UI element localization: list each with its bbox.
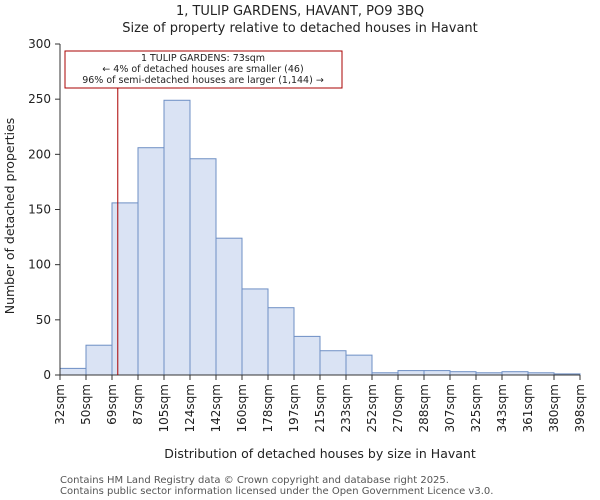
y-tick-label-100: 100 [28, 258, 51, 272]
y-tick-label-200: 200 [28, 147, 51, 161]
x-tick-label-178sqm: 178sqm [261, 384, 275, 432]
bar-50sqm [85, 344, 113, 376]
x-tick-label-325sqm: 325sqm [469, 384, 483, 432]
x-tick-label-105sqm: 105sqm [157, 384, 171, 432]
x-tick-label-380sqm: 380sqm [547, 384, 561, 432]
chart-title-line1: 1, TULIP GARDENS, HAVANT, PO9 3BQ [176, 4, 424, 19]
x-axis-label: Distribution of detached houses by size … [164, 446, 476, 461]
y-tick-label-250: 250 [28, 92, 51, 106]
annotation-border [64, 50, 343, 89]
x-tick-label-361sqm: 361sqm [521, 384, 535, 432]
annotation-line1: 1 TULIP GARDENS: 73sqm [141, 53, 265, 64]
y-tick-label-50: 50 [36, 313, 51, 327]
bar-197sqm [293, 335, 321, 376]
annotation-box: 1 TULIP GARDENS: 73sqm ← 4% of detached … [64, 50, 343, 89]
x-tick-label-307sqm: 307sqm [443, 384, 457, 432]
footer-line1: Contains HM Land Registry data © Crown c… [60, 475, 449, 486]
bar-178sqm [267, 307, 295, 376]
bar-142sqm [215, 237, 243, 376]
bar-270sqm [397, 370, 425, 376]
x-tick-label-270sqm: 270sqm [391, 384, 405, 432]
x-tick-label-69sqm: 69sqm [105, 384, 119, 425]
x-tick-label-50sqm: 50sqm [79, 384, 93, 425]
bar-69sqm [111, 202, 139, 376]
annotation-line2: ← 4% of detached houses are smaller (46) [102, 64, 303, 75]
x-tick-label-142sqm: 142sqm [209, 384, 223, 432]
x-tick-label-124sqm: 124sqm [183, 384, 197, 432]
bar-87sqm [137, 147, 165, 376]
x-tick-label-343sqm: 343sqm [495, 384, 509, 432]
y-tick-label-300: 300 [28, 37, 51, 51]
x-tick-label-87sqm: 87sqm [131, 384, 145, 425]
footer-line2: Contains public sector information licen… [60, 486, 493, 497]
x-tick-label-233sqm: 233sqm [339, 384, 353, 432]
bar-105sqm [163, 99, 191, 376]
bar-215sqm [319, 350, 347, 376]
bar-124sqm [189, 158, 217, 376]
x-tick-label-398sqm: 398sqm [573, 384, 587, 432]
x-tick-label-32sqm: 32sqm [53, 384, 67, 425]
y-axis-label: Number of detached properties [2, 118, 17, 315]
chart-title-line2: Size of property relative to detached ho… [122, 21, 478, 36]
x-tick-label-160sqm: 160sqm [235, 384, 249, 432]
x-tick-label-215sqm: 215sqm [313, 384, 327, 432]
bar-288sqm [423, 370, 451, 376]
x-tick-label-252sqm: 252sqm [365, 384, 379, 432]
y-tick-label-0: 0 [43, 368, 51, 382]
bars-group [59, 99, 581, 376]
y-tick-label-150: 150 [28, 203, 51, 217]
y-ticks-group: 0 50 100 150 200 250 300 [28, 37, 60, 382]
x-tick-label-197sqm: 197sqm [287, 384, 301, 432]
x-tick-label-288sqm: 288sqm [417, 384, 431, 432]
bar-32sqm [59, 367, 87, 376]
bar-233sqm [345, 354, 373, 376]
annotation-line3: 96% of semi-detached houses are larger (… [82, 75, 324, 86]
x-ticks-group: 32sqm 50sqm 69sqm 87sqm 105sqm 124sqm 142sqm 16… [53, 375, 587, 432]
bar-160sqm [241, 288, 269, 376]
